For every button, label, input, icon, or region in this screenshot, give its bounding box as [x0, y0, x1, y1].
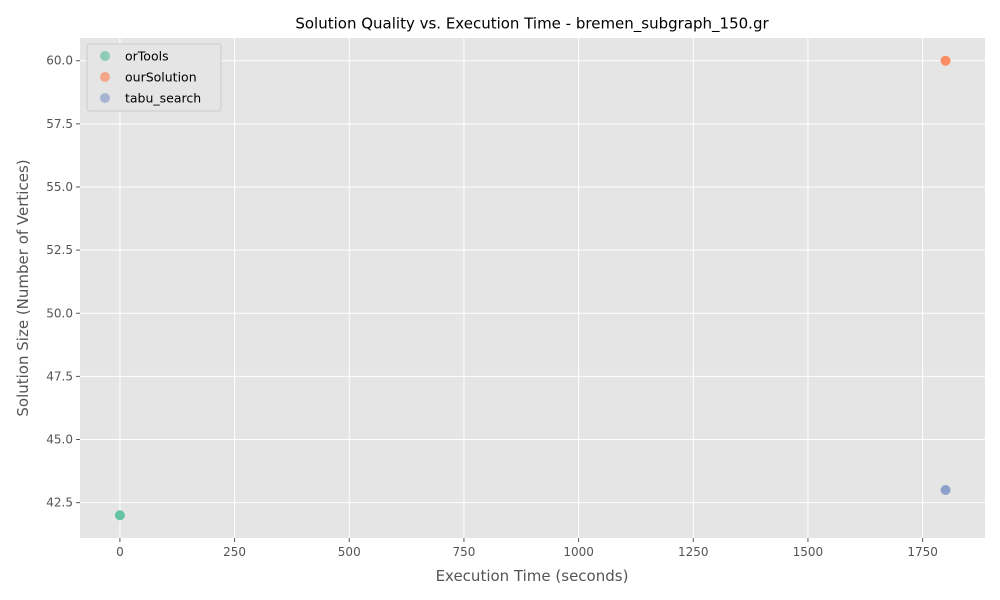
legend-marker [100, 51, 110, 61]
data-points [114, 55, 951, 521]
legend-label: ourSolution [125, 70, 197, 85]
y-tick-label: 45.0 [46, 433, 73, 447]
legend-marker [100, 72, 110, 82]
x-axis-label: Execution Time (seconds) [436, 567, 629, 585]
chart-title: Solution Quality vs. Execution Time - br… [295, 15, 769, 34]
data-point-ortools [114, 510, 125, 521]
plot-area [80, 38, 985, 538]
legend-frame [86, 43, 222, 112]
x-tick-label: 1250 [678, 545, 709, 559]
grid-lines [80, 38, 985, 538]
x-axis-ticks: 0 250 500 750 1000 1250 1500 1750 [116, 538, 938, 559]
x-tick-label: 1000 [563, 545, 594, 559]
x-tick-label: 1750 [907, 545, 938, 559]
y-tick-label: 50.0 [46, 306, 73, 320]
x-tick-label: 0 [116, 545, 124, 559]
legend: orTools ourSolution tabu_search [86, 43, 222, 112]
legend-marker [100, 93, 110, 103]
legend-label: orTools [125, 49, 169, 64]
data-point-tabu-search [940, 485, 951, 496]
y-tick-label: 60.0 [46, 54, 73, 68]
y-tick-label: 55.0 [46, 180, 73, 194]
x-tick-label: 750 [452, 545, 475, 559]
y-tick-label: 52.5 [46, 243, 73, 257]
y-tick-label: 47.5 [46, 369, 73, 383]
y-axis-ticks: 42.5 45.0 47.5 50.0 52.5 55.0 57.5 60.0 [46, 54, 80, 510]
y-axis-label: Solution Size (Number of Vertices) [14, 159, 32, 416]
y-tick-label: 42.5 [46, 496, 73, 510]
x-tick-label: 500 [338, 545, 361, 559]
legend-label: tabu_search [125, 91, 201, 106]
data-point-oursolution [940, 55, 951, 66]
y-tick-label: 57.5 [46, 117, 73, 131]
x-tick-label: 1500 [793, 545, 824, 559]
x-tick-label: 250 [223, 545, 246, 559]
